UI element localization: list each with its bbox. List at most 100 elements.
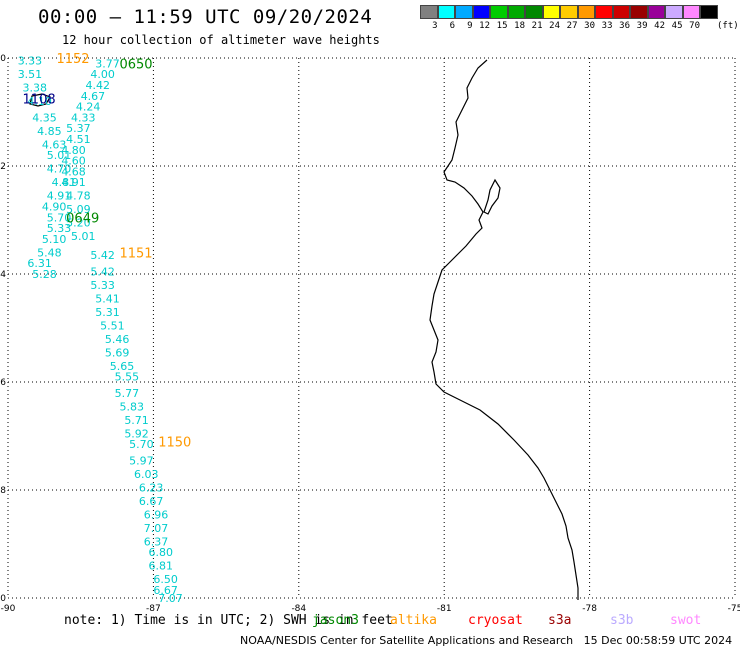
y-tick-label: -10 <box>0 594 6 604</box>
wave-height-value: 4.81 <box>52 176 76 189</box>
y-tick-label: -8 <box>0 486 6 496</box>
legend-label: 39 <box>636 21 648 31</box>
legend-unit: (ft) <box>717 21 739 31</box>
wave-height-value: 4.70 <box>47 163 71 176</box>
legend-label: 36 <box>619 21 630 31</box>
wave-height-value: 5.01 <box>71 230 96 243</box>
legend-label: 45 <box>671 21 683 31</box>
wave-height-value: 4.78 <box>66 190 91 203</box>
pass-time-label: 1108 <box>23 93 56 108</box>
x-tick-label: -75 <box>728 604 740 614</box>
wave-height-value: 5.92 <box>124 427 149 440</box>
legend-swatch <box>507 5 525 19</box>
y-tick-label: -4 <box>0 270 6 280</box>
legend-label: 30 <box>584 21 595 31</box>
legend-swatch <box>560 5 578 19</box>
legend-swatch <box>630 5 648 19</box>
legend-swatch <box>595 5 613 19</box>
wave-height-value: 5.51 <box>100 319 125 332</box>
wave-height-value: 5.09 <box>66 203 91 216</box>
wave-height-value: 5.70 <box>129 438 154 451</box>
legend-label: 12 <box>479 21 490 31</box>
legend-swatch <box>577 5 595 19</box>
legend-swatch <box>525 5 543 19</box>
x-tick-label: -81 <box>437 604 452 614</box>
gulf-of-guayaquil-island <box>483 178 501 215</box>
wave-height-value: 6.67 <box>153 584 178 597</box>
wave-height-value: 4.85 <box>37 125 62 138</box>
footnote: note: 1) Time is in UTC; 2) SWH is in fe… <box>64 613 393 628</box>
legend-swatch <box>665 5 683 19</box>
legend-swatch <box>542 5 560 19</box>
wave-height-value: 6.37 <box>144 535 169 548</box>
wave-height-value: 5.33 <box>90 279 115 292</box>
wave-height-value: 5.10 <box>42 233 67 246</box>
satellite-cryosat: cryosat <box>468 613 523 628</box>
wave-height-value: 4.67 <box>81 90 106 103</box>
pass-time-label: 0649 <box>66 211 99 226</box>
color-legend-labels: 3 6 9 12 15 18 21 24 27 30 33 36 39 42 45 70 <box>420 21 700 31</box>
wave-height-value: 5.31 <box>95 306 120 319</box>
satellite-swot: swot <box>670 613 702 628</box>
legend-label: 21 <box>531 21 543 31</box>
wave-height-value: 5.97 <box>129 454 154 467</box>
wave-height-value: 5.70 <box>47 211 71 224</box>
wave-height-value: 5.77 <box>115 387 140 400</box>
legend-swatch <box>437 5 455 19</box>
wave-height-value: 3.38 <box>23 82 48 95</box>
pass-time-labels: 1152 0650 1108 0649 1151 1150 <box>23 52 192 450</box>
x-tick-label: -87 <box>146 604 161 614</box>
wave-height-value: 5.48 <box>37 246 62 259</box>
pass-time-label: 0650 <box>119 57 152 72</box>
wave-height-value: 4.91 <box>47 190 71 203</box>
wave-height-value: 5.33 <box>47 222 71 235</box>
legend-swatch <box>612 5 630 19</box>
legend-swatch <box>490 5 508 19</box>
legend-label: 42 <box>654 21 665 31</box>
x-tick-label: -90 <box>1 604 16 614</box>
wave-height-value: 5.01 <box>47 149 71 162</box>
wave-height-value: 7.07 <box>158 592 183 605</box>
wave-height-value: 5.41 <box>95 292 120 305</box>
wave-height-value: 5.20 <box>66 217 91 230</box>
legend-swatch <box>682 5 700 19</box>
color-legend <box>420 5 718 19</box>
satellite-s3a: s3a <box>548 613 572 628</box>
x-tick-label: -78 <box>582 604 597 614</box>
map-subtitle: 12 hour collection of altimeter wave hei… <box>62 33 380 47</box>
x-tick-label: -84 <box>291 604 306 614</box>
map-title: 00:00 – 11:59 UTC 09/20/2024 <box>38 6 373 28</box>
credit-line: NOAA/NESDIS Center for Satellite Applica… <box>240 634 733 647</box>
axis-tick-labels: -90 -87 -84 -81 -78 -75 0 -2 -4 -6 -8 -10 <box>0 54 740 614</box>
wave-height-value: 4.35 <box>32 111 57 124</box>
wave-height-value: 4.10 <box>27 95 51 108</box>
wave-height-value: 4.68 <box>61 165 86 178</box>
satellite-jason3: jason3 <box>312 613 359 628</box>
legend-label: 6 <box>449 21 455 31</box>
wave-height-value: 5.37 <box>66 122 91 135</box>
legend-label: 24 <box>549 21 560 31</box>
legend-swatch <box>472 5 490 19</box>
wave-height-value: 3.77 <box>95 57 120 70</box>
wave-height-value: 4.42 <box>86 79 111 92</box>
wave-height-value: 5.55 <box>115 371 140 384</box>
y-tick-label: -2 <box>0 162 6 172</box>
wave-height-value: 4.63 <box>42 138 67 151</box>
wave-height-value: 6.81 <box>149 560 174 573</box>
legend-label: 18 <box>514 21 525 31</box>
pass-time-label: 1152 <box>56 52 89 67</box>
wave-height-value: 4.24 <box>76 101 101 114</box>
wave-height-value: 3.51 <box>18 68 43 81</box>
wave-height-value: 5.46 <box>105 333 130 346</box>
wave-height-value: 5.83 <box>119 400 143 413</box>
legend-swatch <box>455 5 473 19</box>
wave-height-value: 6.80 <box>149 546 174 559</box>
wave-height-value: 3.33 <box>18 55 43 68</box>
wave-height-value: 4.51 <box>66 133 91 146</box>
wave-height-value: 6.50 <box>153 573 178 586</box>
wave-height-value: 4.91 <box>61 176 86 189</box>
satellite-s3b: s3b <box>610 613 634 628</box>
wave-height-value: 7.07 <box>144 522 169 535</box>
legend-swatch <box>420 5 438 19</box>
